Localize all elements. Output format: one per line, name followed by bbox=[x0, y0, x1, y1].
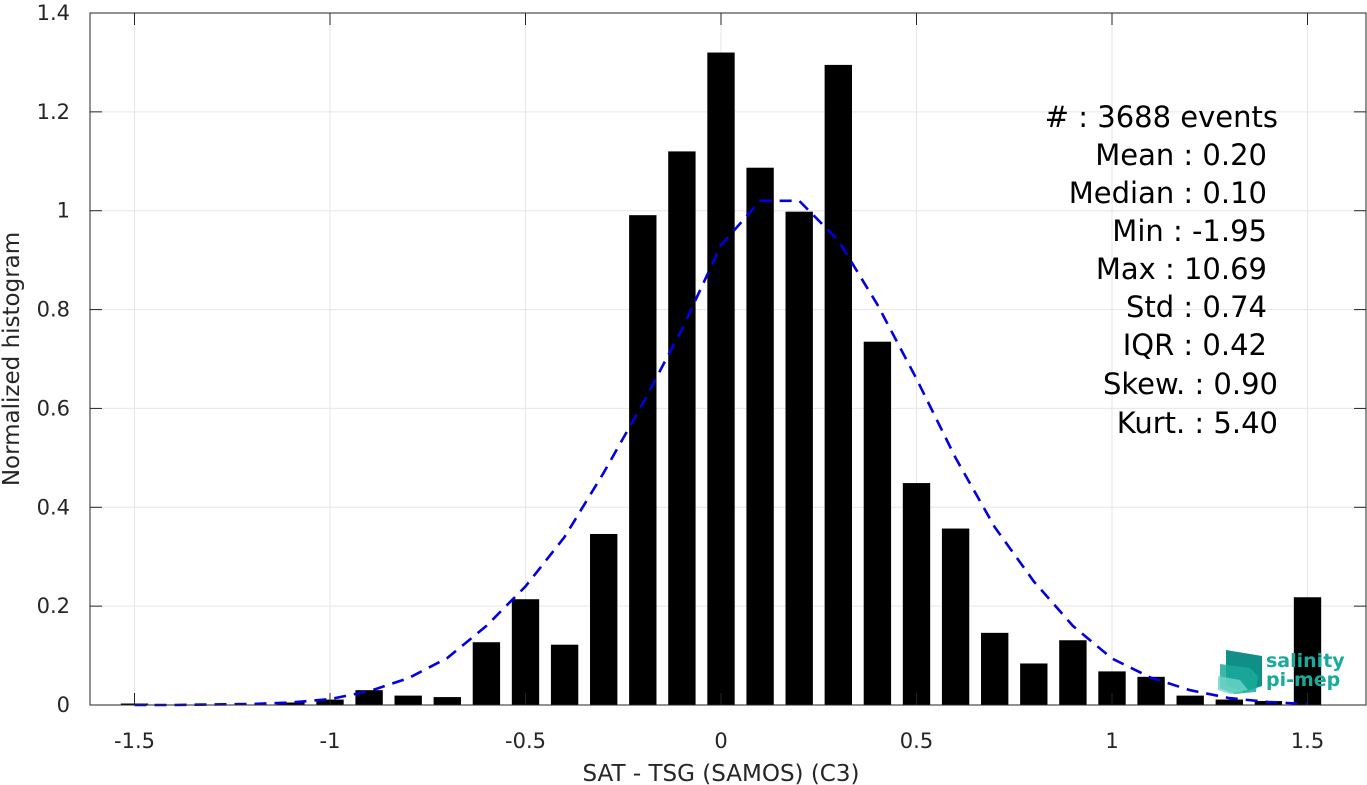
histogram-bar-18 bbox=[824, 64, 852, 705]
histogram-bar-4 bbox=[277, 702, 305, 705]
histogram-bar-10 bbox=[511, 599, 540, 705]
y-tick-label-5: 1 bbox=[57, 199, 70, 223]
logo-text-line1: salinity bbox=[1266, 650, 1345, 672]
stat-median: Median : 0.10 bbox=[1069, 176, 1267, 210]
x-tick-label-6: 1.5 bbox=[1291, 729, 1324, 753]
histogram-bar-23 bbox=[1020, 663, 1048, 705]
histogram-bar-16 bbox=[746, 167, 774, 705]
y-tick-label-6: 1.2 bbox=[37, 100, 70, 124]
x-axis-label: SAT - TSG (SAMOS) (C3) bbox=[583, 761, 860, 785]
histogram-bar-26 bbox=[1137, 676, 1165, 705]
histogram-bar-17 bbox=[785, 211, 813, 705]
axes-frame bbox=[89, 12, 1367, 706]
stat-kurt: Kurt. : 5.40 bbox=[1117, 406, 1278, 440]
x-tick-label-5: 1 bbox=[1105, 729, 1118, 753]
histogram-bar-15 bbox=[707, 52, 735, 706]
histogram-bar-11 bbox=[550, 644, 579, 705]
x-tick-labels: -1.5 -1 -0.5 0 0.5 1 1.5 bbox=[114, 729, 1324, 753]
y-tick-label-1: 0.2 bbox=[37, 594, 70, 618]
histogram-bar-30 bbox=[1293, 597, 1322, 705]
histogram-bars bbox=[120, 52, 1322, 706]
stat-std: Std : 0.74 bbox=[1126, 290, 1267, 324]
stats-box: # : 3688 events Mean : 0.20 Median : 0.1… bbox=[1045, 100, 1278, 440]
stat-max: Max : 10.69 bbox=[1096, 252, 1267, 286]
histogram-bar-21 bbox=[941, 528, 970, 705]
stat-min: Min : -1.95 bbox=[1112, 214, 1267, 248]
histogram-bar-8 bbox=[433, 697, 461, 705]
histogram-bar-24 bbox=[1059, 640, 1087, 705]
histogram-bar-22 bbox=[981, 632, 1009, 705]
salinity-pimep-logo-icon: salinity pi-mep bbox=[1218, 650, 1345, 694]
histogram-bar-27 bbox=[1176, 695, 1204, 705]
histogram-bar-20 bbox=[902, 483, 931, 705]
histogram-bar-19 bbox=[863, 341, 892, 705]
histogram-bar-28 bbox=[1215, 699, 1243, 705]
y-tick-label-7: 1.4 bbox=[37, 1, 70, 25]
x-tick-label-3: 0 bbox=[714, 729, 727, 753]
histogram-bar-9 bbox=[472, 642, 501, 705]
stat-skew: Skew. : 0.90 bbox=[1103, 367, 1278, 401]
histogram-bar-13 bbox=[629, 215, 657, 706]
y-tick-label-2: 0.4 bbox=[37, 495, 70, 519]
axis-ticks bbox=[90, 12, 1366, 706]
y-axis-label: Normalized histogram bbox=[0, 232, 25, 486]
histogram-bar-14 bbox=[668, 151, 696, 705]
x-tick-label-2: -0.5 bbox=[505, 729, 546, 753]
x-tick-label-1: -1 bbox=[320, 729, 341, 753]
x-tick-label-0: -1.5 bbox=[114, 729, 155, 753]
y-tick-labels: 0 0.2 0.4 0.6 0.8 1 1.2 1.4 bbox=[37, 1, 70, 717]
normal-fit-curve bbox=[134, 199, 1308, 707]
axes-box bbox=[89, 12, 1367, 706]
y-tick-label-0: 0 bbox=[57, 693, 70, 717]
x-tick-label-4: 0.5 bbox=[900, 729, 933, 753]
y-tick-label-4: 0.8 bbox=[37, 298, 70, 322]
stat-count: # : 3688 events bbox=[1045, 100, 1278, 134]
stat-iqr: IQR : 0.42 bbox=[1123, 328, 1267, 362]
histogram-bar-7 bbox=[394, 695, 422, 705]
logo-text-line2: pi-mep bbox=[1266, 669, 1340, 691]
stat-mean: Mean : 0.20 bbox=[1095, 138, 1267, 172]
y-tick-label-3: 0.6 bbox=[37, 396, 70, 420]
histogram-bar-12 bbox=[590, 533, 618, 705]
